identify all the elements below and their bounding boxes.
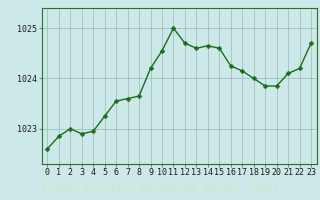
Text: Graphe pression niveau de la mer (hPa): Graphe pression niveau de la mer (hPa) xyxy=(41,183,279,193)
